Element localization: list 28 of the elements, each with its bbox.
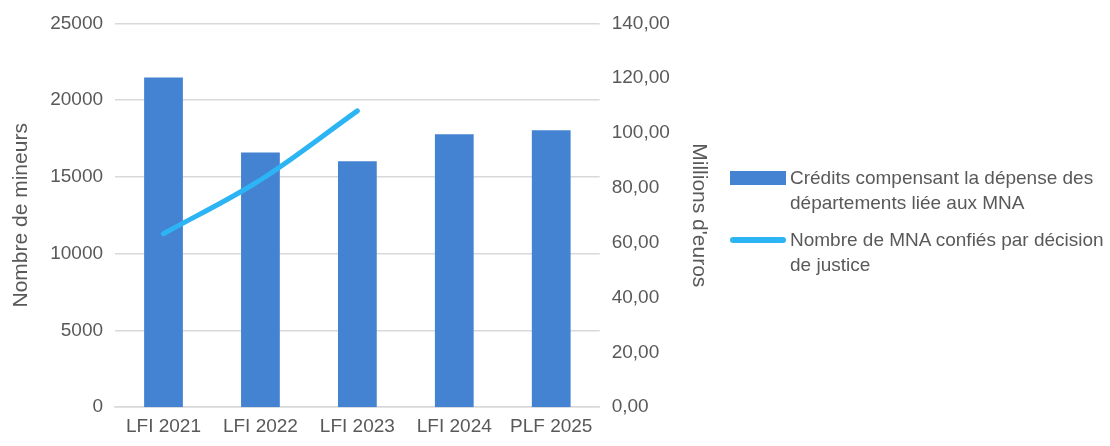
bar	[144, 77, 183, 408]
legend-label: Crédits compensant la dépense des départements liée aux MNA	[790, 166, 1095, 215]
y2-tick-label: 0,00	[611, 395, 649, 417]
y2-tick-label: 100,00	[611, 121, 670, 143]
y2-tick-label: 40,00	[611, 285, 660, 307]
y2-tick-label: 120,00	[611, 66, 670, 88]
bar	[531, 130, 571, 408]
y-tick-label: 25000	[50, 11, 104, 33]
bar	[337, 161, 377, 408]
x-tick-label: LFI 2022	[222, 414, 298, 436]
y-tick-label: 15000	[50, 165, 104, 187]
y2-tick-label: 140,00	[611, 11, 670, 33]
y-axis-title: Nombre de mineurs	[8, 123, 32, 308]
y-tick-label: 20000	[50, 88, 104, 110]
y-tick-label: 10000	[50, 241, 104, 263]
x-tick-label: LFI 2024	[416, 414, 493, 436]
y-tick-label: 5000	[60, 318, 104, 340]
x-tick-label: LFI 2021	[126, 414, 201, 436]
y-tick-label: 0	[92, 395, 104, 417]
y2-tick-label: 80,00	[611, 176, 660, 198]
legend-label: Nombre de MNA confiés par décision de justice	[790, 228, 1105, 277]
x-tick-label: LFI 2023	[319, 414, 395, 436]
bar	[241, 152, 280, 408]
y2-axis-title: Millions d'euros	[688, 143, 712, 288]
y2-tick-label: 60,00	[611, 230, 660, 252]
bar	[434, 134, 474, 408]
y2-tick-label: 20,00	[611, 340, 660, 362]
x-tick-label: PLF 2025	[510, 414, 593, 436]
